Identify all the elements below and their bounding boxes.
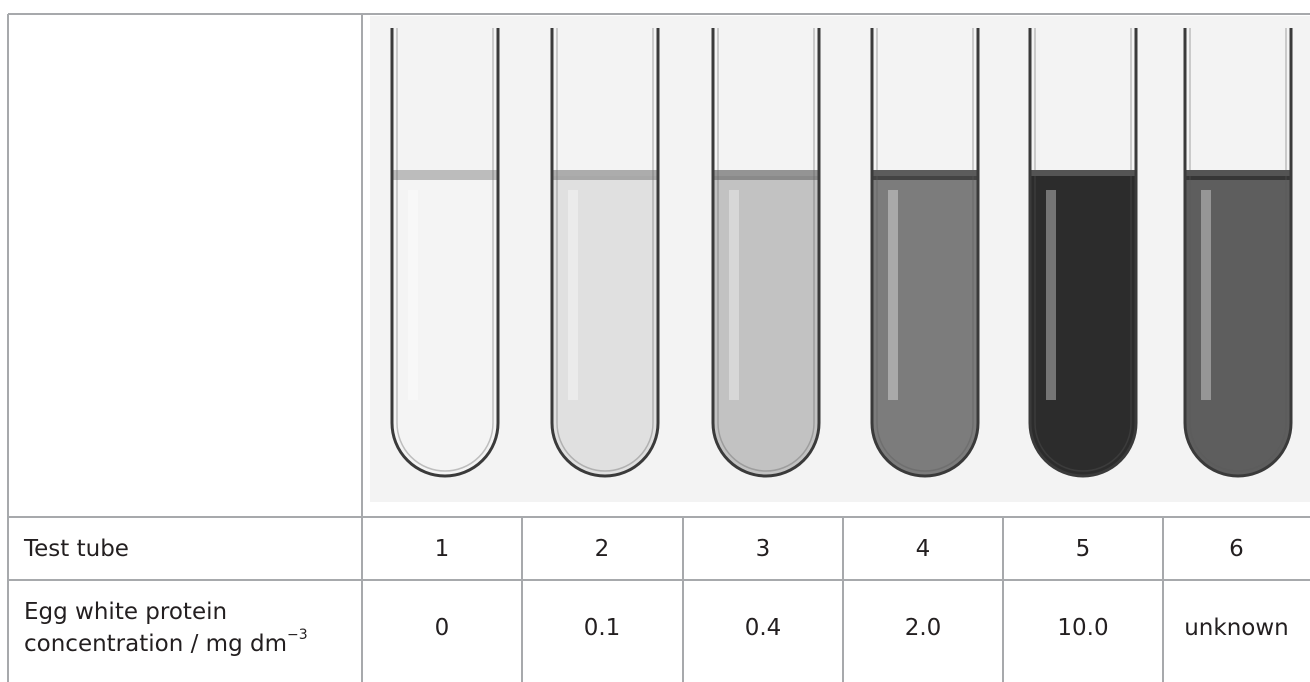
photo-background <box>370 16 1310 502</box>
tube-number-4: 4 <box>843 534 1003 564</box>
row-label-concentration-unit: concentration / mg dm <box>24 631 287 657</box>
tube-meniscus-4 <box>873 170 977 180</box>
tube-meniscus-3 <box>714 170 818 180</box>
tube-highlight-2 <box>568 190 578 400</box>
row-label-concentration-line2: concentration / mg dm−3 <box>24 628 308 660</box>
concentration-4: 2.0 <box>843 613 1003 643</box>
tube-liquid-1 <box>392 176 498 476</box>
concentration-6: unknown <box>1163 613 1310 643</box>
tube-meniscus-2 <box>553 170 657 180</box>
tube-highlight-4 <box>888 190 898 400</box>
tube-number-2: 2 <box>522 534 682 564</box>
tube-liquid-2 <box>552 176 658 476</box>
tube-number-1: 1 <box>362 534 522 564</box>
concentration-1: 0 <box>362 613 522 643</box>
row-label-concentration-line1: Egg white protein <box>24 596 308 628</box>
tube-meniscus-6 <box>1186 170 1290 180</box>
concentration-3: 0.4 <box>683 613 843 643</box>
tube-meniscus-5 <box>1031 170 1135 180</box>
tube-liquid-5 <box>1030 176 1136 476</box>
tube-highlight-3 <box>729 190 739 400</box>
tube-meniscus-1 <box>393 170 497 180</box>
tube-highlight-6 <box>1201 190 1211 400</box>
tube-number-6: 6 <box>1163 534 1310 564</box>
row-label-test-tube: Test tube <box>24 534 129 564</box>
tube-highlight-1 <box>408 190 418 400</box>
tube-liquid-6 <box>1185 176 1291 476</box>
row-label-concentration-exponent: −3 <box>287 627 308 643</box>
tube-liquid-4 <box>872 176 978 476</box>
tube-number-3: 3 <box>683 534 843 564</box>
concentration-2: 0.1 <box>522 613 682 643</box>
tube-highlight-5 <box>1046 190 1056 400</box>
concentration-5: 10.0 <box>1003 613 1163 643</box>
tube-number-5: 5 <box>1003 534 1163 564</box>
tube-liquid-3 <box>713 176 819 476</box>
row-label-concentration: Egg white protein concentration / mg dm−… <box>24 596 308 660</box>
